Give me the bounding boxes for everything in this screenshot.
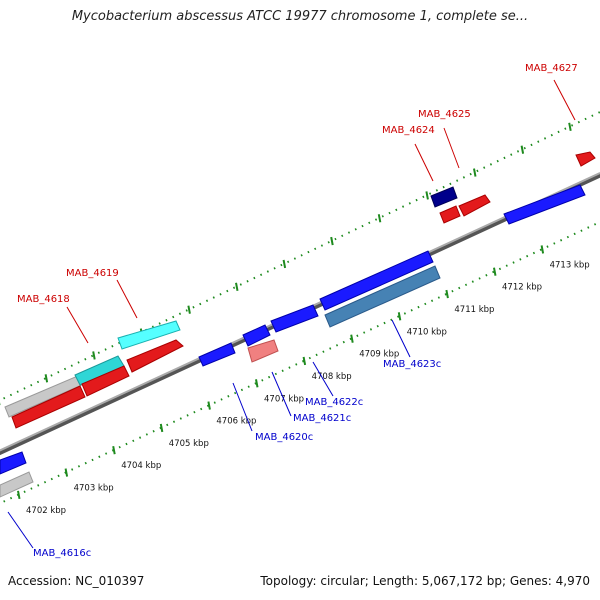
outer-scale-tick xyxy=(473,168,477,177)
outer-scale-tick xyxy=(282,259,287,269)
scale-tick xyxy=(493,267,497,276)
inner-tick-track xyxy=(0,221,600,505)
scale-tick-label: 4704 kbp xyxy=(121,461,161,471)
gene-label-mab-4622c[interactable]: MAB_4622c xyxy=(305,397,363,408)
gene-arrow-red-1[interactable] xyxy=(11,385,86,429)
map-title: Mycobacterium abscessus ATCC 19977 chrom… xyxy=(71,9,529,24)
scale-tick xyxy=(350,334,354,343)
scale-tick xyxy=(207,401,211,410)
gene-arrow-grey-reverse[interactable] xyxy=(0,471,34,498)
gene-label-mab-4624[interactable]: MAB_4624 xyxy=(382,125,435,136)
gene-arrow-navy[interactable] xyxy=(430,186,458,208)
scale-tick-label: 4702 kbp xyxy=(26,506,66,516)
scale-tick-label: 4713 kbp xyxy=(550,260,590,270)
scale-tick-label: 4711 kbp xyxy=(454,305,494,315)
gene-arrow-mab-4621c[interactable] xyxy=(242,324,271,347)
gene-label-mab-4627[interactable]: MAB_4627 xyxy=(525,63,578,74)
outer-tick-track xyxy=(0,111,600,402)
scale-tick-label: 4703 kbp xyxy=(74,484,114,494)
outer-scale-tick xyxy=(330,236,334,246)
gene-label-mab-4620c[interactable]: MAB_4620c xyxy=(255,432,313,443)
gene-label-mab-4623c[interactable]: MAB_4623c xyxy=(383,359,441,370)
gene-labels: MAB_4616c MAB_4618 MAB_4619 MAB_4620c MA… xyxy=(17,63,578,559)
scale-tick-label: 4712 kbp xyxy=(502,283,542,293)
major-ticks xyxy=(0,122,572,500)
gene-arrow-blue-right[interactable] xyxy=(503,184,586,225)
gene-arrow-mab-4620c[interactable] xyxy=(198,342,236,367)
scale-tick-label: 4710 kbp xyxy=(407,327,447,337)
gene-arrow-mab-4616c[interactable] xyxy=(0,451,27,475)
gene-arrow-mab-4622c[interactable] xyxy=(270,304,319,333)
scale-tick xyxy=(302,356,307,366)
outer-scale-tick xyxy=(520,145,525,154)
reverse-strand-track xyxy=(0,184,586,498)
scale-tick xyxy=(540,245,545,254)
gene-label-mab-4625[interactable]: MAB_4625 xyxy=(418,109,471,120)
scale-tick-label: 4705 kbp xyxy=(169,439,209,449)
gene-arrow-red-2[interactable] xyxy=(81,365,130,397)
gene-arrow-blue-long[interactable] xyxy=(319,250,434,311)
scale-tick xyxy=(255,379,259,388)
gene-arrow-pink[interactable] xyxy=(247,339,279,363)
tick-labels: 4702 kbp 4703 kbp 4704 kbp 4705 kbp 4706 kbp… xyxy=(26,260,590,515)
outer-scale-tick xyxy=(187,305,191,314)
scale-tick xyxy=(445,289,449,299)
gene-arrow-mab-4623c[interactable] xyxy=(324,265,441,328)
scale-tick xyxy=(159,423,164,433)
gene-arrow-mab-4619[interactable] xyxy=(117,320,181,350)
genome-stats-footer: Topology: circular; Length: 5,067,172 bp… xyxy=(260,574,590,588)
scale-tick-label: 4706 kbp xyxy=(216,417,256,427)
outer-scale-tick xyxy=(568,122,572,131)
accession-footer: Accession: NC_010397 xyxy=(8,574,145,588)
gene-arrow-mab-4625[interactable] xyxy=(458,194,491,217)
outer-scale-tick xyxy=(425,191,429,200)
gene-label-mab-4616c[interactable]: MAB_4616c xyxy=(33,548,91,559)
outer-scale-tick xyxy=(235,282,239,292)
gene-label-mab-4621c[interactable]: MAB_4621c xyxy=(293,413,351,424)
scale-tick xyxy=(397,312,402,321)
outer-scale-tick xyxy=(377,214,382,223)
scale-tick xyxy=(17,490,21,500)
scale-tick xyxy=(112,446,116,455)
label-leader-lines xyxy=(7,79,576,549)
scale-tick-label: 4708 kbp xyxy=(312,372,352,382)
scale-tick xyxy=(64,468,69,477)
gene-arrow-mab-4624[interactable] xyxy=(439,205,461,224)
forward-strand-track xyxy=(4,151,596,429)
outer-scale-tick xyxy=(92,351,96,360)
outer-scale-tick xyxy=(44,374,49,383)
gene-arrow-mab-4627[interactable] xyxy=(575,151,596,167)
gene-arrow-red-3[interactable] xyxy=(126,339,184,373)
scale-tick-label: 4709 kbp xyxy=(359,350,399,360)
gene-label-mab-4618[interactable]: MAB_4618 xyxy=(17,294,70,305)
gene-label-mab-4619[interactable]: MAB_4619 xyxy=(66,268,119,279)
